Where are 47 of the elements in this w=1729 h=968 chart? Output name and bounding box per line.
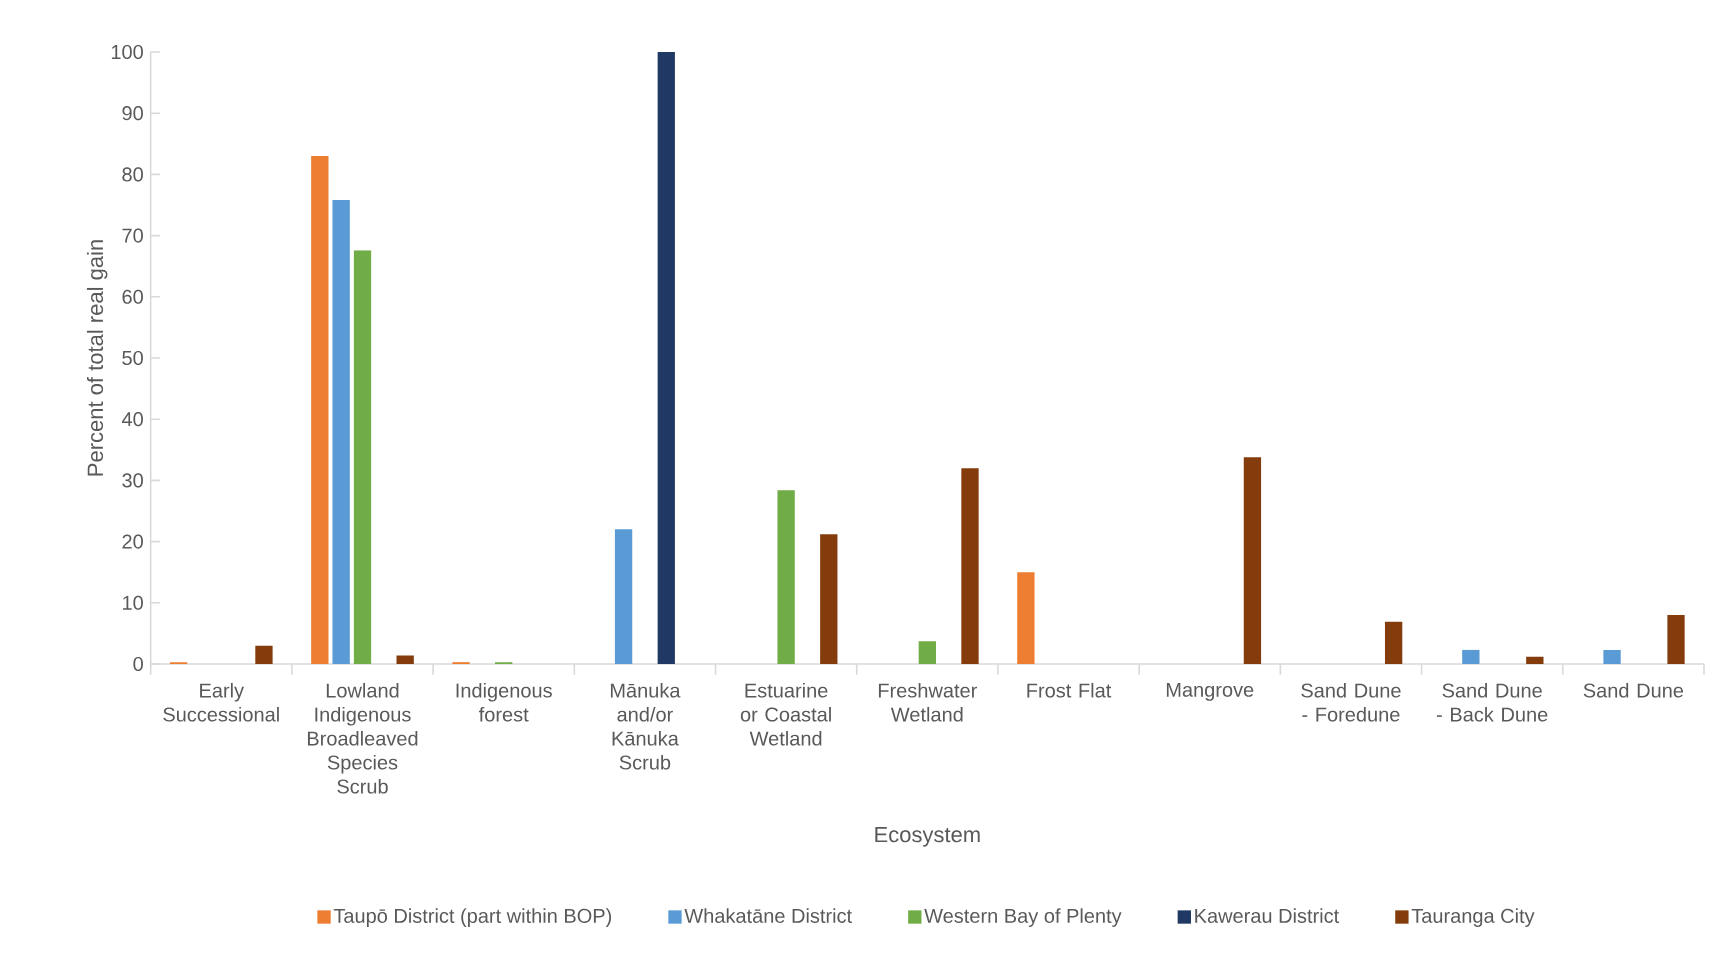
bar (1526, 656, 1544, 664)
bar (961, 468, 979, 664)
bar (1462, 649, 1480, 664)
bar (255, 645, 273, 664)
bar (657, 52, 675, 664)
bar (396, 655, 414, 664)
x-axis-title: Ecosystem (875, 826, 980, 847)
y-tick-label: 0 (133, 656, 143, 672)
x-tick-label: Mānuka and/or Kānuka Scrub (610, 682, 681, 770)
bar (311, 156, 329, 664)
bar (918, 641, 936, 664)
bar (777, 490, 795, 664)
bar (614, 529, 633, 664)
x-tick-label: Estuarine or Coastal Wetland (740, 682, 831, 746)
y-tick-label: 80 (122, 167, 143, 182)
bar (1017, 572, 1035, 664)
legend-label: Tauranga City (1411, 908, 1535, 927)
x-tick-label: Freshwater Wetland (878, 682, 977, 722)
y-tick-label: 90 (122, 106, 143, 121)
bar (353, 250, 372, 664)
legend-label: Kawerau District (1195, 908, 1340, 923)
bar (1667, 615, 1685, 664)
x-tick-label: Indigenous forest (456, 682, 552, 722)
legend-label: Whakatāne District (684, 908, 852, 923)
x-tick-label: Sand Dune - Back Dune (1436, 682, 1548, 722)
x-tick-label: Sand Dune - Foredune (1301, 682, 1401, 722)
x-tick-label: Early Successional (163, 682, 279, 722)
legend-label: Western Bay of Plenty (924, 908, 1122, 927)
bar (1384, 621, 1403, 664)
y-tick-label: 50 (122, 350, 143, 366)
bar (1243, 457, 1262, 664)
y-tick-label: 20 (122, 534, 143, 549)
x-tick-label: Lowland Indigenous Broadleaved Species Scrub (307, 682, 418, 794)
y-axis-title: Percent of total real gain (86, 240, 108, 476)
y-tick-label: 40 (121, 412, 143, 427)
bar (820, 534, 838, 664)
y-tick-label: 60 (122, 289, 143, 304)
y-tick-label: 10 (123, 595, 143, 610)
bar (1603, 649, 1621, 664)
x-tick-label: Sand Dune (1583, 682, 1684, 698)
x-tick-label: Frost Flat (1027, 682, 1112, 698)
y-tick-label: 70 (122, 228, 143, 243)
x-tick-label: Mangrove (1166, 682, 1254, 701)
legend-label: Taupō District (part within BOP) (333, 908, 612, 927)
y-tick-label: 100 (111, 44, 143, 60)
bar (332, 200, 350, 664)
y-tick-label: 30 (122, 473, 143, 488)
